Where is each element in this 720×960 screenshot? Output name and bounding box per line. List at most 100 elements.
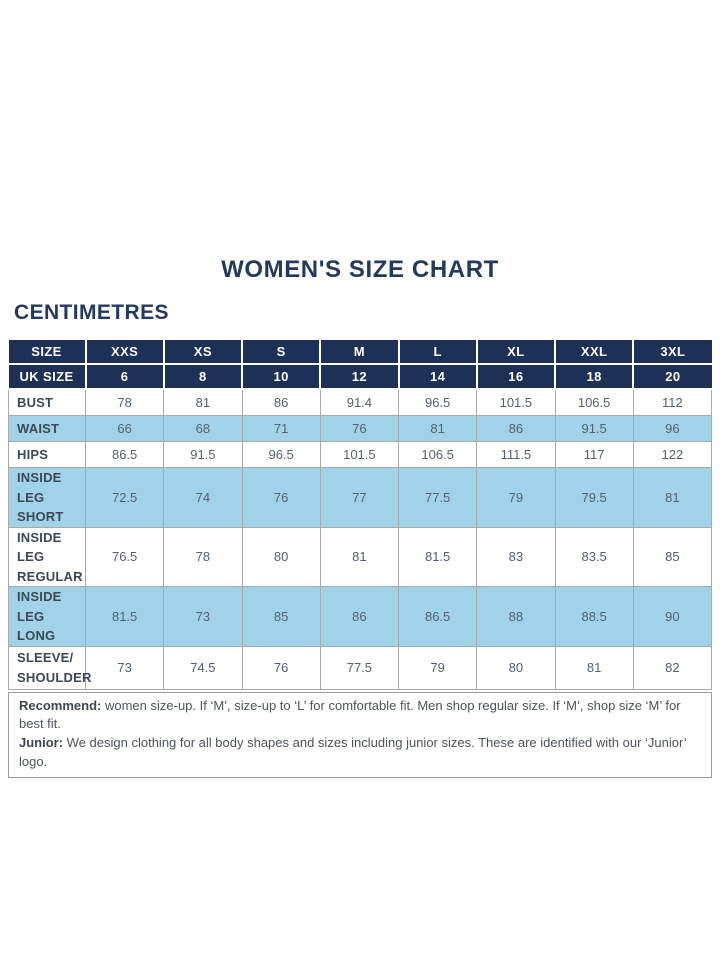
table-row-bust: BUST 78 81 86 91.4 96.5 101.5 106.5 112 (8, 388, 713, 416)
value-cell: 91.5 (554, 415, 634, 442)
size-header-row: SIZE XXS XS S M L XL XXL 3XL (8, 340, 712, 365)
table-row-inside-leg-long: INSIDE LEG LONG 81.5 73 85 86 86.5 88 88… (8, 586, 713, 647)
value-cell: 96.5 (397, 388, 478, 416)
row-label: INSIDE LEG SHORT (8, 467, 86, 528)
value-cell: 77 (319, 467, 400, 528)
column-header-l: L (397, 340, 478, 365)
value-cell: 85 (241, 586, 321, 647)
table-row-inside-leg-short: INSIDE LEG SHORT 72.5 74 76 77 77.5 79 7… (8, 467, 713, 528)
value-cell: 73 (84, 645, 165, 690)
size-header-cell: SIZE (8, 340, 87, 365)
value-cell: 78 (163, 526, 243, 587)
value-cell: 79 (397, 645, 478, 690)
value-cell: 101.5 (476, 388, 556, 416)
uk-size-header-cell: UK SIZE (8, 363, 87, 390)
table-row-hips: HIPS 86.5 91.5 96.5 101.5 106.5 111.5 11… (8, 441, 713, 468)
footnote-recommend-label: Recommend: (19, 697, 102, 713)
column-header-xxs: XXS (84, 340, 165, 365)
row-label: BUST (8, 388, 86, 416)
value-cell: 106.5 (554, 388, 634, 416)
uk-size-value: 12 (319, 363, 400, 390)
value-cell: 101.5 (319, 441, 400, 468)
value-cell: 76 (319, 415, 400, 442)
value-cell: 79 (476, 467, 556, 528)
column-header-xl: XL (475, 340, 557, 365)
value-cell: 79.5 (554, 467, 634, 528)
value-cell: 111.5 (476, 441, 556, 468)
value-cell: 81 (397, 415, 478, 442)
value-cell: 81.5 (84, 586, 165, 647)
value-cell: 74 (163, 467, 243, 528)
value-cell: 88.5 (554, 586, 634, 647)
value-cell: 81 (319, 526, 400, 587)
row-label: WAIST (8, 415, 86, 442)
row-label: INSIDE LEG REGULAR (8, 526, 86, 587)
footnote-recommend-text: women size-up. If ‘M’, size-up to ‘L’ fo… (19, 697, 681, 732)
value-cell: 88 (476, 586, 556, 647)
row-label: HIPS (8, 441, 86, 468)
row-label: INSIDE LEG LONG (8, 586, 86, 647)
value-cell: 117 (554, 441, 634, 468)
value-cell: 77.5 (397, 467, 478, 528)
value-cell: 80 (241, 526, 321, 587)
table-row-sleeve-shoulder: SLEEVE/ SHOULDER 73 74.5 76 77.5 79 80 8… (8, 645, 713, 690)
value-cell: 81 (554, 645, 634, 690)
unit-label: CENTIMETRES (14, 301, 169, 324)
value-cell: 96.5 (241, 441, 321, 468)
column-header-xs: XS (162, 340, 244, 365)
value-cell: 81 (632, 467, 713, 528)
value-cell: 91.4 (319, 388, 400, 416)
table-row-inside-leg-regular: INSIDE LEG REGULAR 76.5 78 80 81 81.5 83… (8, 526, 713, 587)
uk-size-value: 10 (240, 363, 322, 390)
column-header-m: M (319, 340, 400, 365)
value-cell: 71 (241, 415, 321, 442)
value-cell: 96 (632, 415, 713, 442)
value-cell: 83 (476, 526, 556, 587)
value-cell: 77.5 (319, 645, 400, 690)
footnote-box: Recommend: women size-up. If ‘M’, size-u… (8, 691, 712, 778)
value-cell: 86.5 (397, 586, 478, 647)
value-cell: 112 (632, 388, 713, 416)
page-title: WOMEN'S SIZE CHART (221, 256, 499, 283)
footnote-junior-label: Junior: (19, 735, 64, 751)
value-cell: 66 (84, 415, 165, 442)
value-cell: 81.5 (397, 526, 478, 587)
uk-size-value: 14 (397, 363, 478, 390)
value-cell: 78 (84, 388, 165, 416)
value-cell: 90 (632, 586, 713, 647)
footnote-junior: Junior: We design clothing for all body … (19, 734, 701, 772)
value-cell: 86 (319, 586, 400, 647)
footnote-recommend: Recommend: women size-up. If ‘M’, size-u… (19, 697, 701, 735)
size-chart-table: SIZE XXS XS S M L XL XXL 3XL UK SIZE 6 8… (8, 340, 713, 690)
value-cell: 86.5 (84, 441, 165, 468)
value-cell: 80 (476, 645, 556, 690)
row-label: SLEEVE/ SHOULDER (8, 645, 91, 690)
uk-size-header-row: UK SIZE 6 8 10 12 14 16 18 20 (8, 363, 712, 390)
column-header-xxl: XXL (553, 340, 635, 365)
value-cell: 122 (632, 441, 713, 468)
value-cell: 72.5 (84, 467, 165, 528)
column-header-s: S (240, 340, 322, 365)
value-cell: 76 (241, 467, 321, 528)
footnote-junior-text: We design clothing for all body shapes a… (19, 735, 687, 770)
value-cell: 91.5 (163, 441, 243, 468)
table-row-waist: WAIST 66 68 71 76 81 86 91.5 96 (8, 415, 713, 442)
value-cell: 86 (241, 388, 321, 416)
column-header-3xl: 3XL (632, 340, 712, 365)
uk-size-value: 20 (632, 363, 712, 390)
uk-size-value: 16 (475, 363, 557, 390)
value-cell: 74.5 (163, 645, 243, 690)
value-cell: 85 (632, 526, 713, 587)
value-cell: 73 (163, 586, 243, 647)
value-cell: 76 (241, 645, 321, 690)
value-cell: 83.5 (554, 526, 634, 587)
uk-size-value: 8 (162, 363, 244, 390)
value-cell: 106.5 (397, 441, 478, 468)
uk-size-value: 6 (84, 363, 165, 390)
value-cell: 68 (163, 415, 243, 442)
value-cell: 82 (632, 645, 713, 690)
value-cell: 86 (476, 415, 556, 442)
value-cell: 76.5 (84, 526, 165, 587)
value-cell: 81 (163, 388, 243, 416)
